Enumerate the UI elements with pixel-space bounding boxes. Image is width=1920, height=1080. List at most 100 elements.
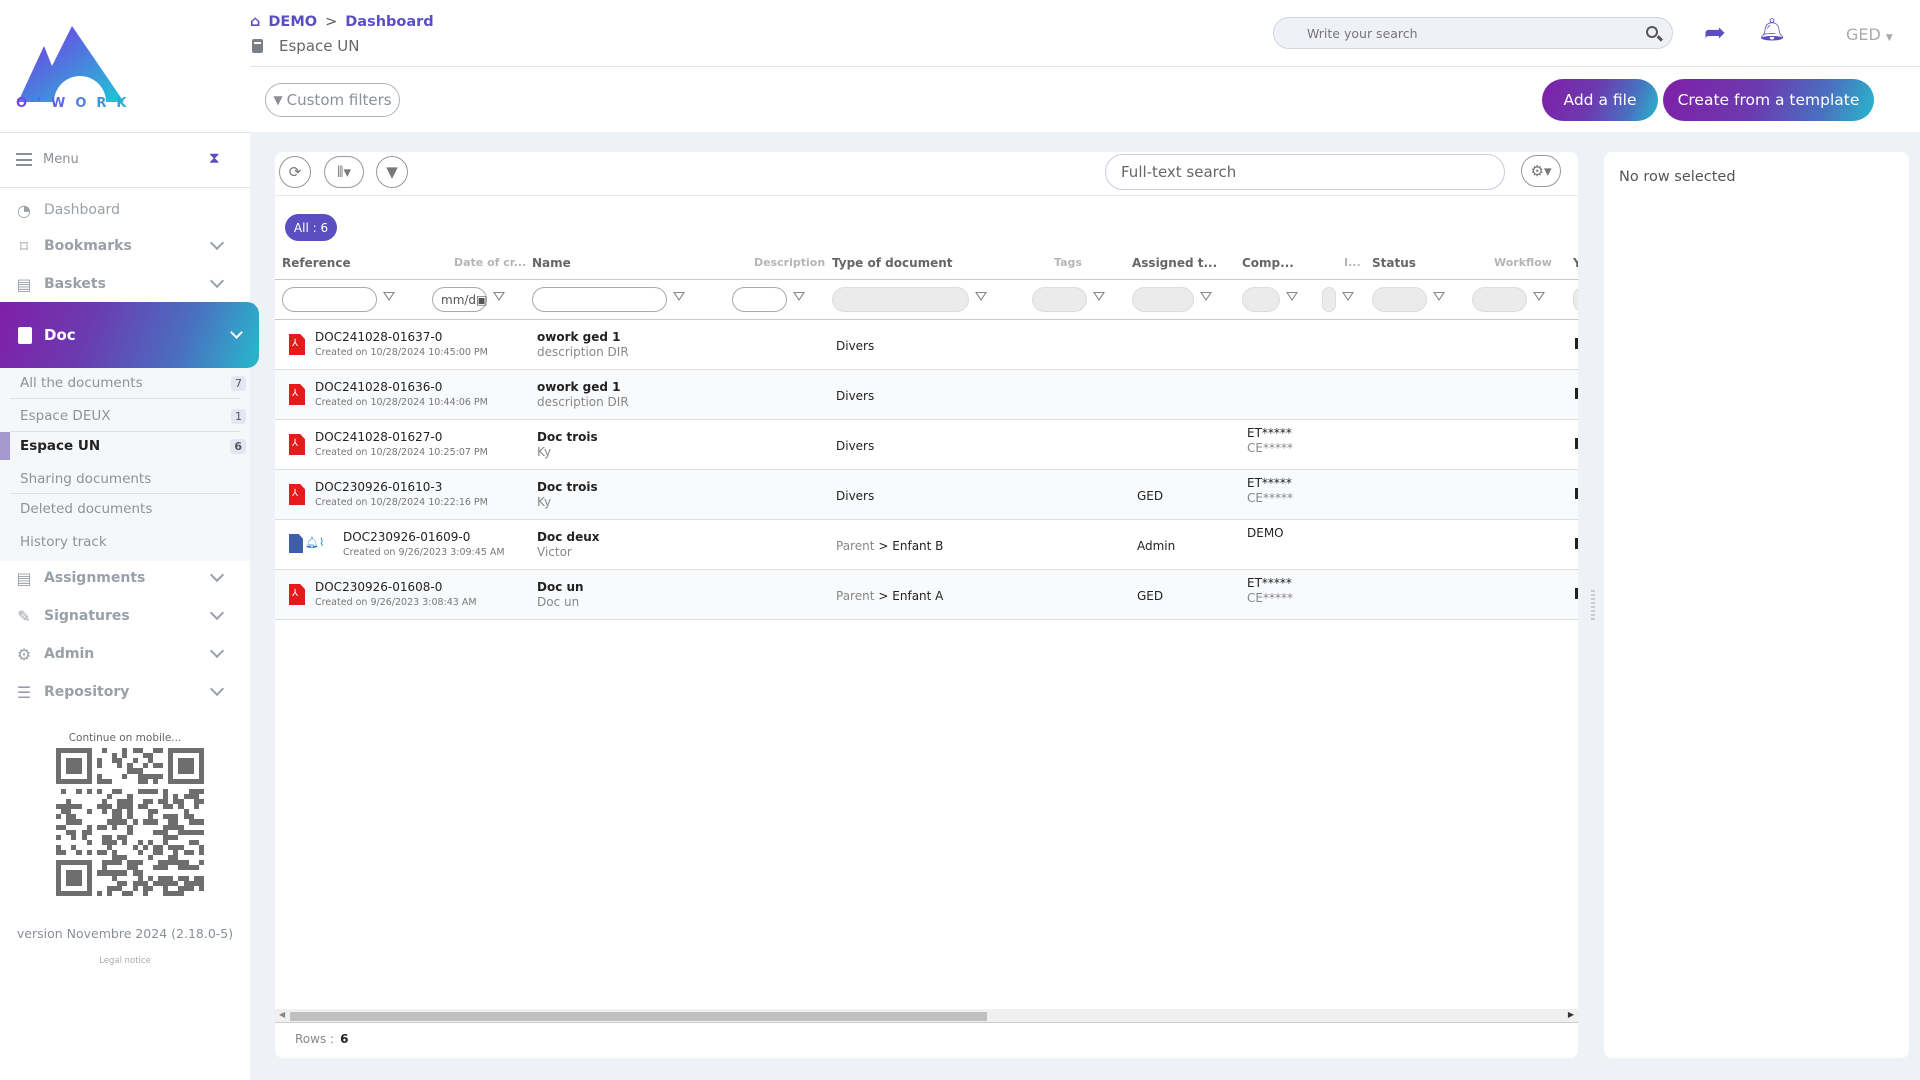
add-file-button[interactable]: Add a file	[1542, 79, 1658, 121]
table-row[interactable]: DOC241028-01637-0 Created on 10/28/2024 1…	[275, 320, 1578, 370]
submenu-item[interactable]: Sharing documents	[20, 471, 246, 487]
column-header[interactable]: Y	[1573, 256, 1578, 270]
qr-module	[142, 773, 148, 779]
column-header[interactable]: Description	[754, 256, 826, 269]
table-row[interactable]: DOC241028-01627-0 Created on 10/28/2024 1…	[275, 420, 1578, 470]
sidebar-item-doc[interactable]: Doc	[0, 302, 259, 368]
qr-module	[188, 788, 194, 794]
chevron-down-icon[interactable]	[230, 326, 243, 339]
share-icon[interactable]: ➦	[1704, 18, 1726, 48]
chevron-down-icon[interactable]	[209, 643, 225, 659]
breadcrumb-dashboard[interactable]: Dashboard	[345, 14, 434, 30]
sidebar-item-bookmarks[interactable]: ⌑ Bookmarks	[0, 228, 250, 264]
global-search-input[interactable]: Write your search	[1273, 17, 1673, 49]
sidebar-item-assignments[interactable]: ▤ Assignments	[0, 560, 250, 596]
sidebar-item-label: Signatures	[44, 608, 130, 624]
fulltext-search-input[interactable]: Full-text search	[1105, 154, 1505, 190]
column-header[interactable]: Reference	[282, 256, 351, 270]
column-filter-input[interactable]	[1372, 287, 1427, 312]
sidebar-item-repository[interactable]: ☰ Repository	[0, 674, 250, 710]
column-header[interactable]: Date of cr...	[454, 256, 527, 269]
horizontal-scrollbar[interactable]: ◀ ▶	[275, 1009, 1578, 1023]
submenu-item-label: Espace DEUX	[20, 408, 111, 424]
column-filter-input[interactable]	[832, 287, 969, 312]
owork-logo[interactable]	[14, 16, 126, 112]
home-icon[interactable]: ⌂	[250, 14, 261, 30]
qr-module	[199, 891, 204, 896]
table-row[interactable]: DOC241028-01636-0 Created on 10/28/2024 1…	[275, 370, 1578, 420]
menu-header[interactable]: Menu ⧗	[0, 132, 250, 188]
column-filter-input[interactable]	[1242, 287, 1280, 312]
filter-icon[interactable]	[1200, 292, 1212, 301]
sidebar-item-signatures[interactable]: ✎ Signatures	[0, 598, 250, 634]
filter-icon[interactable]	[383, 292, 395, 301]
column-header[interactable]: Comp...	[1242, 256, 1294, 270]
chevron-down-icon[interactable]	[209, 273, 225, 289]
submenu-item[interactable]: History track	[20, 534, 246, 550]
column-header[interactable]: Name	[532, 256, 571, 270]
submenu-item[interactable]: All the documents 7	[20, 375, 246, 391]
chevron-down-icon[interactable]	[209, 681, 225, 697]
column-filter-input[interactable]	[1472, 287, 1527, 312]
custom-filters-button[interactable]: ▼ Custom filters	[265, 83, 400, 117]
scroll-right-arrow[interactable]: ▶	[1567, 1010, 1574, 1019]
submenu-item[interactable]: Espace UN 6	[20, 438, 246, 454]
breadcrumb-demo[interactable]: DEMO	[268, 14, 318, 30]
column-filter-input[interactable]	[1322, 287, 1336, 312]
qr-module	[147, 839, 153, 845]
column-header[interactable]: Workflow	[1494, 256, 1552, 269]
table-row[interactable]: DOC230926-01610-3 Created on 10/28/2024 1…	[275, 470, 1578, 520]
table-row[interactable]: DOC230926-01608-0 Created on 9/26/2023 3:…	[275, 570, 1578, 620]
columns-button[interactable]: ⦀▾	[324, 156, 364, 188]
column-filter-input[interactable]	[532, 287, 667, 312]
table-row[interactable]: 🔔︎⌇ DOC230926-01609-0 Created on 9/26/2023…	[275, 520, 1578, 570]
filter-icon[interactable]	[1342, 292, 1354, 301]
filter-icon[interactable]	[1286, 292, 1298, 301]
chevron-down-icon[interactable]	[209, 605, 225, 621]
chevron-down-icon[interactable]	[209, 235, 225, 251]
column-header[interactable]: Tags	[1054, 256, 1082, 269]
column-filter-input[interactable]	[732, 287, 787, 312]
hamburger-icon[interactable]	[16, 153, 32, 166]
sidebar-item-admin[interactable]: ⚙ Admin	[0, 636, 250, 672]
sidebar-item-baskets[interactable]: ▤ Baskets	[0, 266, 250, 302]
refresh-button[interactable]: ⟳	[279, 156, 311, 188]
filter-icon[interactable]	[1533, 292, 1545, 301]
pin-icon[interactable]: ⧗	[209, 149, 220, 167]
divider	[10, 398, 240, 399]
column-filter-input[interactable]	[1573, 287, 1578, 312]
column-header[interactable]: Assigned t...	[1132, 256, 1218, 270]
filter-icon[interactable]	[493, 292, 505, 301]
submenu-item[interactable]: Deleted documents	[20, 501, 246, 517]
sidebar-item-dashboard[interactable]: ◔ Dashboard	[0, 192, 250, 228]
search-icon[interactable]	[1646, 26, 1658, 38]
filter-icon[interactable]	[673, 292, 685, 301]
calendar-icon[interactable]: ▣	[476, 292, 488, 307]
filter-icon[interactable]	[1093, 292, 1105, 301]
filter-icon[interactable]	[975, 292, 987, 301]
column-filter-input[interactable]	[1032, 287, 1087, 312]
filter-icon[interactable]	[793, 292, 805, 301]
qr-module	[117, 870, 123, 876]
grid-settings-button[interactable]: ⚙▾	[1521, 155, 1561, 187]
column-filter-input[interactable]	[1132, 287, 1194, 312]
create-from-template-button[interactable]: Create from a template	[1663, 79, 1874, 121]
bell-icon[interactable]: 🔔︎	[1758, 18, 1786, 43]
breadcrumb: ⌂ DEMO > Dashboard	[250, 14, 434, 30]
scrollbar-thumb[interactable]	[290, 1012, 987, 1021]
app-switch-dropdown[interactable]: GED ▼	[1846, 25, 1893, 44]
column-filter-input[interactable]: mm/d ▣	[432, 287, 487, 312]
filter-toggle-button[interactable]: ▼	[376, 156, 408, 188]
column-filter-input[interactable]	[282, 287, 377, 312]
column-header[interactable]: I...	[1344, 256, 1361, 269]
column-header[interactable]: Type of document	[832, 256, 953, 270]
legal-notice-link[interactable]: Legal notice	[99, 956, 151, 966]
chevron-down-icon[interactable]	[209, 567, 225, 583]
panel-resize-handle[interactable]	[1591, 590, 1595, 620]
divider	[275, 279, 1578, 280]
all-count-badge[interactable]: All : 6	[285, 214, 337, 241]
submenu-item[interactable]: Espace DEUX 1	[20, 408, 246, 424]
column-header[interactable]: Status	[1372, 256, 1416, 270]
filter-icon[interactable]	[1433, 292, 1445, 301]
scroll-left-arrow[interactable]: ◀	[279, 1010, 286, 1019]
